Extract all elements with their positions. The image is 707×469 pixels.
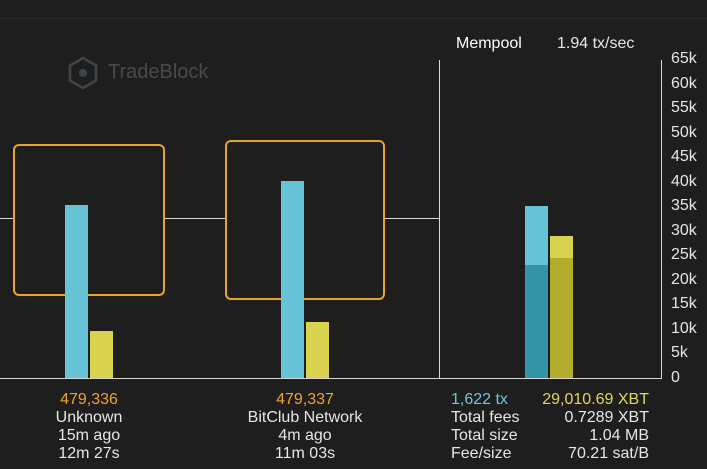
- y-tick-label: 35k: [671, 197, 697, 215]
- stat-key: Fee/size: [451, 445, 512, 462]
- tradeblock-logo: TradeBlock: [66, 56, 236, 90]
- block-pool: Unknown: [55, 409, 123, 426]
- y-tick-label: 55k: [671, 99, 697, 117]
- y-tick-label: 30k: [671, 221, 697, 239]
- mempool-tx-bar: [525, 206, 548, 266]
- chain-link: [164, 218, 226, 219]
- y-tick-label: 50k: [671, 123, 697, 141]
- block-box[interactable]: [225, 140, 385, 300]
- chain-link: [0, 218, 14, 219]
- block-tx-bar: [281, 180, 304, 378]
- logo-text: TradeBlock: [108, 61, 209, 83]
- block-pool: BitClub Network: [247, 409, 363, 426]
- block-label[interactable]: 479,337 BitClub Network 4m ago 11m 03s: [225, 391, 385, 463]
- block-size-bar: [90, 331, 113, 378]
- mempool-title: Mempool: [456, 35, 522, 52]
- baseline: [0, 378, 440, 379]
- mempool-xbt: 29,010.69 XBT: [542, 391, 649, 408]
- block-interval: 11m 03s: [274, 445, 336, 462]
- block-height: 479,337: [276, 391, 334, 408]
- mempool-fee-bar: [550, 235, 573, 258]
- mempool-tx-bar-confirmed: [525, 265, 548, 378]
- y-tick-label: 15k: [671, 295, 697, 313]
- top-divider: [0, 18, 707, 19]
- y-tick-label: 20k: [671, 270, 697, 288]
- block-age: 15m ago: [57, 427, 121, 444]
- block-size-bar: [306, 321, 329, 378]
- stat-value: 0.7289 XBT: [564, 409, 650, 426]
- y-tick-label: 5k: [671, 344, 688, 362]
- y-axis-line: [661, 60, 662, 379]
- mempool-separator: [439, 60, 440, 379]
- mempool-tx-count: 1,622 tx: [451, 391, 508, 408]
- block-tx-bar: [65, 205, 88, 378]
- block-age: 4m ago: [278, 427, 332, 444]
- mempool-baseline: [440, 378, 662, 379]
- y-tick-label: 0: [671, 369, 680, 386]
- y-tick-label: 45k: [671, 148, 697, 166]
- y-tick-label: 60k: [671, 74, 697, 92]
- stat-value: 70.21 sat/B: [568, 445, 649, 462]
- stat-value: 1.04 MB: [589, 427, 649, 444]
- hexagon-logo-icon: [68, 56, 98, 90]
- block-label[interactable]: 479,336 Unknown 15m ago 12m 27s: [14, 391, 164, 463]
- mempool-rate: 1.94 tx/sec: [557, 35, 635, 52]
- stat-key: Total size: [451, 427, 518, 444]
- block-interval: 12m 27s: [58, 445, 120, 462]
- y-tick-label: 25k: [671, 246, 697, 264]
- y-tick-label: 40k: [671, 172, 697, 190]
- y-tick-label: 65k: [671, 50, 697, 67]
- mempool-fee-bar-confirmed: [550, 257, 573, 378]
- y-tick-label: 10k: [671, 319, 697, 337]
- block-box[interactable]: [13, 144, 165, 296]
- chain-link: [384, 218, 440, 219]
- stat-key: Total fees: [451, 409, 520, 426]
- block-height: 479,336: [60, 391, 118, 408]
